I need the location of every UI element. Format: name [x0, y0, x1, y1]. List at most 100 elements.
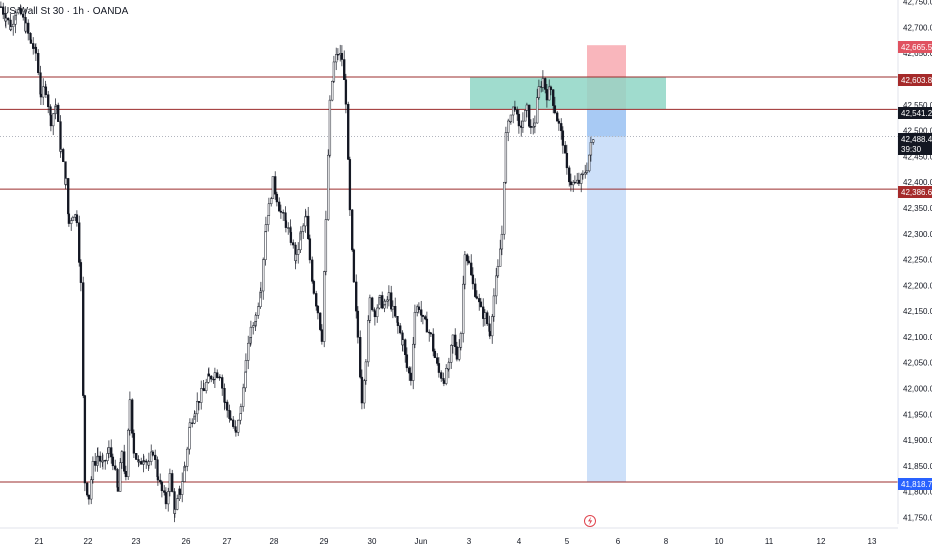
- price-tick-label: 42,200.0: [903, 281, 932, 290]
- candle-body: [54, 104, 58, 107]
- candle-body: [492, 295, 496, 317]
- candle-body: [429, 332, 433, 335]
- candle-body: [495, 275, 498, 297]
- candle-body: [12, 23, 15, 27]
- candle-body: [124, 471, 128, 478]
- candle-body: [163, 490, 166, 493]
- candle-body: [207, 373, 211, 377]
- candle-body: [71, 216, 75, 221]
- candle-body: [244, 371, 247, 389]
- candle-body: [451, 334, 455, 346]
- candle-body: [536, 97, 539, 124]
- candle-body: [82, 282, 85, 396]
- candle-body: [137, 461, 141, 463]
- candle-body: [557, 120, 561, 124]
- candle-body: [27, 22, 30, 34]
- candle-body: [327, 154, 330, 220]
- candle-body: [324, 219, 328, 272]
- candle-body: [371, 297, 374, 311]
- candle-body: [101, 460, 105, 463]
- candle-body: [308, 238, 312, 261]
- candle-body: [556, 112, 559, 122]
- candle-body: [167, 491, 170, 505]
- candle-body: [577, 179, 581, 184]
- stop-price-tag: 41,818.7: [898, 478, 932, 490]
- candle-body: [42, 86, 45, 98]
- price-tick-label: 42,650.0: [903, 49, 932, 58]
- candle-body: [228, 410, 231, 419]
- candle-body: [242, 387, 245, 407]
- candle-body: [75, 214, 79, 223]
- candle-body: [4, 17, 8, 22]
- candle-body: [440, 372, 443, 379]
- candle-body: [90, 479, 93, 500]
- candle-body: [154, 454, 157, 461]
- price-tick-label: 41,750.0: [903, 514, 932, 523]
- candle-body: [205, 382, 208, 391]
- candle-body: [421, 314, 425, 317]
- candle-body: [335, 54, 338, 63]
- candle-body: [232, 419, 235, 427]
- candle-body: [132, 432, 136, 454]
- candle-body: [32, 43, 35, 49]
- candle-body: [412, 343, 415, 381]
- candle-body: [287, 227, 290, 229]
- candle-body: [17, 9, 20, 14]
- candle-body: [160, 481, 164, 491]
- candle-body: [347, 103, 350, 160]
- time-tick-label: 29: [320, 537, 329, 546]
- candle-body: [545, 89, 549, 101]
- candle-body: [244, 360, 248, 373]
- supply-zone[interactable]: [470, 77, 666, 110]
- candle-body: [237, 419, 240, 433]
- candle-body: [239, 413, 242, 421]
- candle-body: [486, 312, 489, 325]
- svg-text:42,603.8: 42,603.8: [901, 76, 932, 85]
- candle-body: [200, 388, 203, 403]
- candle-body: [96, 455, 100, 458]
- price-tick-label: 42,500.0: [903, 127, 932, 136]
- candle-body: [479, 301, 483, 308]
- candle-body: [99, 455, 102, 462]
- candle-body: [584, 172, 587, 175]
- candle-body: [223, 401, 227, 404]
- candle-body: [424, 316, 427, 320]
- time-axis[interactable]: 21 22 23 26 27 28 29 30 Jun 3 4 5 6 8 10 11 12 13: [35, 537, 877, 546]
- candle-body: [408, 367, 411, 374]
- candle-body: [2, 6, 5, 15]
- position-zones[interactable]: [470, 45, 666, 483]
- time-tick-label: 27: [223, 537, 232, 546]
- candle-body: [450, 345, 453, 363]
- candles: [0, 1, 595, 523]
- stop-zone[interactable]: [587, 109, 626, 483]
- candle-body: [541, 78, 545, 88]
- lightning-alert-icon[interactable]: [584, 515, 596, 527]
- price-axis[interactable]: 41,750.0 41,800.0 41,850.0 41,900.0 41,950.0…: [903, 0, 932, 523]
- candle-body: [259, 290, 263, 293]
- candle-body: [186, 448, 189, 467]
- candle-body: [364, 361, 368, 382]
- candle-body: [24, 22, 28, 32]
- candle-body: [131, 399, 134, 434]
- price-tick-label: 41,800.0: [903, 488, 932, 497]
- candle-body: [394, 306, 397, 317]
- candle-body: [271, 176, 275, 199]
- candle-body: [504, 132, 508, 183]
- candle-body: [548, 86, 551, 101]
- candle-body: [544, 78, 547, 90]
- time-tick-label: 30: [368, 537, 377, 546]
- time-tick-label: 22: [84, 537, 93, 546]
- support-1-price-tag: 42,386.6: [898, 186, 932, 198]
- candle-body: [568, 167, 571, 183]
- candle-body: [282, 212, 285, 214]
- candle-body: [14, 12, 18, 16]
- candle-body: [488, 331, 492, 337]
- time-tick-label: 26: [182, 537, 191, 546]
- candle-body: [458, 347, 461, 360]
- horizontal-levels[interactable]: [0, 76, 898, 483]
- candle-body: [181, 481, 184, 495]
- candle-body: [252, 325, 255, 328]
- candle-body: [116, 486, 120, 492]
- time-tick-label: 3: [467, 537, 472, 546]
